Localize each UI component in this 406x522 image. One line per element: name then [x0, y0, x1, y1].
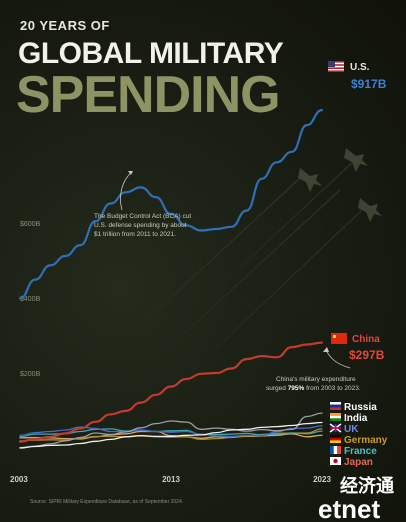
us-label: U.S. $917B — [328, 61, 387, 91]
x-tick-label: 2023 — [313, 475, 331, 484]
chart-title: 20 YEARS OF GLOBAL MILITARY SPENDING — [16, 18, 284, 124]
title-line-1: 20 YEARS OF — [20, 18, 110, 33]
japan-flag-icon — [330, 457, 341, 465]
logo-english: etnet — [318, 494, 380, 522]
x-tick-label: 2003 — [10, 475, 28, 484]
us-note-line-3: $1 trillion from 2011 to 2021. — [94, 231, 176, 238]
title-line-2: GLOBAL MILITARY — [18, 37, 284, 70]
china-label: China $297B — [331, 333, 385, 362]
y-tick-label: $200B — [20, 371, 41, 378]
india-flag-icon — [330, 413, 341, 421]
legend-uk: UK — [344, 424, 359, 435]
series-line-japan — [19, 430, 323, 440]
series-line-india — [19, 421, 323, 449]
france-flag-icon — [330, 446, 341, 454]
x-axis-ticks: 2003 2013 2023 — [10, 475, 331, 484]
china-note-percent: 795% — [288, 385, 305, 392]
china-note-line-2: surged 795% from 2003 to 2023. — [266, 385, 361, 392]
us-note-line-2: U.S. defense spending by about — [94, 222, 187, 229]
germany-flag-icon — [330, 435, 341, 443]
legend-india: India — [344, 413, 368, 424]
logo-chinese: 经济通 — [340, 475, 394, 496]
series-lines — [18, 109, 324, 449]
china-annotation: China's military expenditure surged 795%… — [266, 347, 361, 392]
y-axis-ticks: $200B $400B $600B — [20, 221, 41, 378]
contrails-decoration — [119, 159, 363, 393]
legend-japan: Japan — [344, 457, 373, 468]
source-note: Source: SIPRI Military Expenditure Datab… — [30, 499, 183, 505]
us-flag-icon — [328, 61, 344, 72]
us-name: U.S. — [350, 62, 370, 73]
etnet-logo: 经济通 etnet — [318, 475, 394, 522]
china-name: China — [352, 334, 380, 345]
china-note-prefix: surged — [266, 385, 288, 392]
y-tick-label: $600B — [20, 221, 41, 228]
country-legend: Russia India UK Germany France Japan — [329, 402, 388, 468]
series-line-us — [18, 109, 324, 300]
series-line-uk — [19, 425, 323, 438]
series-line-china — [18, 341, 324, 443]
legend-russia: Russia — [344, 402, 377, 413]
us-annotation: The Budget Control Act (BCA) cut U.S. de… — [94, 171, 191, 238]
russia-flag-icon — [330, 402, 341, 410]
legend-france: France — [344, 446, 377, 457]
us-note-line-1: The Budget Control Act (BCA) cut — [94, 213, 191, 220]
y-gridlines — [20, 228, 322, 380]
x-tick-label: 2013 — [162, 475, 180, 484]
us-value: $917B — [351, 77, 387, 91]
china-note-line-1: China's military expenditure — [276, 376, 356, 383]
y-tick-label: $400B — [20, 296, 41, 303]
china-flag-icon — [331, 333, 347, 344]
title-line-3: SPENDING — [16, 66, 280, 124]
china-value: $297B — [349, 348, 385, 362]
china-note-suffix: from 2003 to 2023. — [304, 385, 361, 392]
fighter-jet-icon — [298, 148, 382, 222]
legend-germany: Germany — [344, 435, 388, 446]
series-line-russia — [19, 412, 323, 449]
uk-flag-icon — [329, 423, 342, 433]
